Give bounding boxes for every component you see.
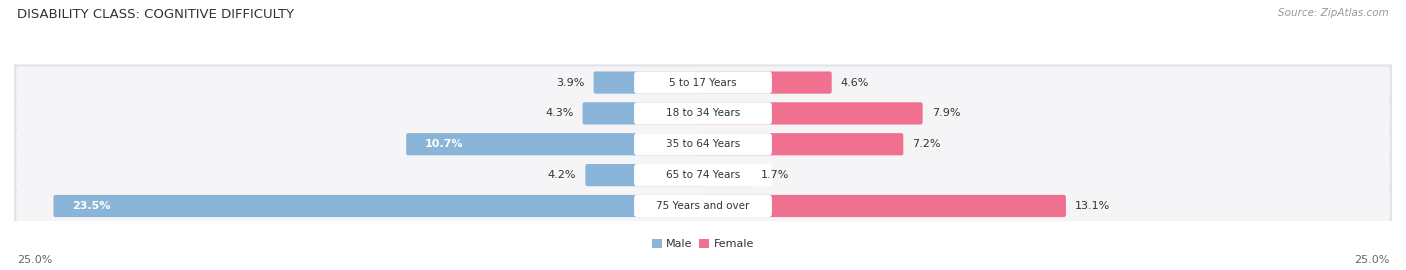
Text: 10.7%: 10.7%	[425, 139, 463, 149]
FancyBboxPatch shape	[634, 195, 772, 217]
FancyBboxPatch shape	[634, 102, 772, 124]
Text: 23.5%: 23.5%	[72, 201, 110, 211]
FancyBboxPatch shape	[17, 190, 1389, 222]
Text: 4.2%: 4.2%	[548, 170, 576, 180]
Text: 7.2%: 7.2%	[912, 139, 941, 149]
Text: 7.9%: 7.9%	[932, 108, 960, 119]
FancyBboxPatch shape	[17, 159, 1389, 191]
FancyBboxPatch shape	[11, 157, 1395, 193]
FancyBboxPatch shape	[702, 102, 922, 124]
FancyBboxPatch shape	[634, 72, 772, 94]
FancyBboxPatch shape	[11, 126, 1395, 163]
FancyBboxPatch shape	[702, 195, 1066, 217]
Text: DISABILITY CLASS: COGNITIVE DIFFICULTY: DISABILITY CLASS: COGNITIVE DIFFICULTY	[17, 8, 294, 21]
Legend: Male, Female: Male, Female	[647, 235, 759, 254]
FancyBboxPatch shape	[11, 95, 1395, 131]
Text: 4.3%: 4.3%	[546, 108, 574, 119]
FancyBboxPatch shape	[17, 97, 1389, 129]
FancyBboxPatch shape	[634, 164, 772, 186]
FancyBboxPatch shape	[17, 66, 1389, 99]
Text: 25.0%: 25.0%	[1354, 255, 1389, 265]
Text: 35 to 64 Years: 35 to 64 Years	[666, 139, 740, 149]
Text: 13.1%: 13.1%	[1076, 201, 1111, 211]
FancyBboxPatch shape	[17, 128, 1389, 160]
FancyBboxPatch shape	[585, 164, 704, 186]
Text: 3.9%: 3.9%	[557, 77, 585, 87]
FancyBboxPatch shape	[593, 72, 704, 94]
Text: 18 to 34 Years: 18 to 34 Years	[666, 108, 740, 119]
Text: 5 to 17 Years: 5 to 17 Years	[669, 77, 737, 87]
FancyBboxPatch shape	[11, 188, 1395, 224]
Text: 65 to 74 Years: 65 to 74 Years	[666, 170, 740, 180]
Text: 4.6%: 4.6%	[841, 77, 869, 87]
FancyBboxPatch shape	[702, 164, 752, 186]
FancyBboxPatch shape	[406, 133, 704, 155]
Text: 1.7%: 1.7%	[761, 170, 789, 180]
FancyBboxPatch shape	[634, 133, 772, 155]
FancyBboxPatch shape	[11, 64, 1395, 101]
FancyBboxPatch shape	[53, 195, 704, 217]
FancyBboxPatch shape	[702, 72, 832, 94]
FancyBboxPatch shape	[702, 133, 903, 155]
Text: Source: ZipAtlas.com: Source: ZipAtlas.com	[1278, 8, 1389, 18]
Text: 25.0%: 25.0%	[17, 255, 52, 265]
Text: 75 Years and over: 75 Years and over	[657, 201, 749, 211]
FancyBboxPatch shape	[582, 102, 704, 124]
